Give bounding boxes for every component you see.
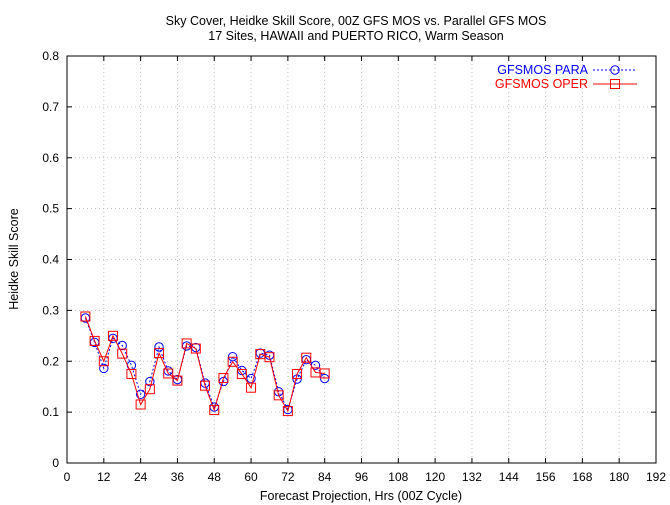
data-point-para bbox=[319, 373, 330, 384]
series-line-1 bbox=[84, 316, 325, 413]
data-point-oper bbox=[154, 348, 165, 359]
series-layer bbox=[80, 311, 330, 417]
data-point-oper bbox=[172, 375, 183, 386]
x-tick-label: 60 bbox=[244, 470, 258, 484]
y-tick-label: 0.5 bbox=[42, 202, 59, 216]
data-point-oper bbox=[98, 356, 109, 367]
data-point-oper bbox=[209, 405, 220, 416]
data-point-oper bbox=[218, 373, 229, 384]
x-tick-label: 96 bbox=[355, 470, 369, 484]
x-tick-label: 180 bbox=[609, 470, 629, 484]
data-point-oper bbox=[190, 343, 201, 354]
y-tick-label: 0.2 bbox=[42, 354, 59, 368]
x-tick-label: 132 bbox=[462, 470, 482, 484]
data-point-para bbox=[145, 376, 155, 387]
series-line-0 bbox=[84, 317, 326, 411]
data-point-para bbox=[255, 348, 265, 358]
y-axis-label: Heidke Skill Score bbox=[7, 208, 21, 309]
legend-marker-para bbox=[610, 65, 620, 75]
legend-label-para: GFSMOS PARA bbox=[497, 63, 588, 77]
data-point-para bbox=[154, 342, 164, 352]
grid bbox=[67, 56, 656, 463]
data-point-oper bbox=[126, 368, 137, 379]
data-point-oper bbox=[273, 390, 284, 401]
y-tick-label: 0.6 bbox=[42, 151, 59, 165]
data-point-para bbox=[99, 363, 109, 374]
x-tick-label: 144 bbox=[499, 470, 519, 484]
x-tick-label: 36 bbox=[171, 470, 185, 484]
data-point-oper bbox=[301, 352, 312, 363]
legend-marker-oper bbox=[610, 79, 620, 89]
y-tick-label: 0.8 bbox=[42, 49, 59, 63]
x-tick-label: 24 bbox=[134, 470, 148, 484]
data-point-oper bbox=[236, 368, 247, 379]
data-point-para bbox=[135, 389, 146, 400]
x-tick-label: 72 bbox=[281, 470, 295, 484]
y-tick-label: 0.4 bbox=[42, 253, 59, 267]
legend: GFSMOS PARA GFSMOS OPER bbox=[495, 63, 637, 91]
data-point-oper bbox=[80, 311, 91, 322]
tick-layer: 0 12 24 36 48 60 72 84 96 108 120 132 144 156 168 180 19… bbox=[42, 49, 666, 484]
data-point-oper bbox=[200, 380, 211, 391]
data-point-oper bbox=[135, 399, 146, 410]
data-point-oper bbox=[264, 352, 275, 363]
data-point-oper bbox=[181, 338, 192, 349]
x-tick-label: 108 bbox=[388, 470, 408, 484]
data-point-oper bbox=[108, 330, 119, 341]
data-point-oper bbox=[144, 384, 155, 395]
data-point-oper bbox=[246, 382, 257, 393]
data-point-oper bbox=[292, 368, 303, 379]
data-point-para bbox=[227, 351, 238, 362]
x-tick-label: 192 bbox=[646, 470, 666, 484]
x-tick-label: 156 bbox=[536, 470, 556, 484]
y-tick-label: 0.3 bbox=[42, 303, 59, 317]
x-tick-label: 120 bbox=[425, 470, 445, 484]
x-axis-label: Forecast Projection, Hrs (00Z Cycle) bbox=[260, 489, 462, 503]
legend-label-oper: GFSMOS OPER bbox=[495, 77, 588, 91]
chart-title: Sky Cover, Heidke Skill Score, 00Z GFS M… bbox=[166, 14, 547, 28]
data-point-oper bbox=[282, 406, 293, 417]
x-tick-label: 84 bbox=[318, 470, 332, 484]
x-tick-label: 0 bbox=[64, 470, 71, 484]
x-tick-label: 48 bbox=[208, 470, 222, 484]
data-point-oper bbox=[163, 368, 174, 379]
data-point-oper bbox=[319, 368, 330, 379]
x-tick-label: 168 bbox=[572, 470, 592, 484]
chart-subtitle: 17 Sites, HAWAII and PUERTO RICO, Warm S… bbox=[208, 29, 504, 43]
x-tick-label: 12 bbox=[97, 470, 111, 484]
y-tick-label: 0.1 bbox=[42, 405, 59, 419]
y-tick-label: 0.7 bbox=[42, 100, 59, 114]
data-point-oper bbox=[117, 348, 128, 359]
data-point-oper bbox=[89, 335, 100, 346]
y-tick-label: 0 bbox=[52, 456, 59, 470]
data-point-oper bbox=[227, 356, 238, 367]
